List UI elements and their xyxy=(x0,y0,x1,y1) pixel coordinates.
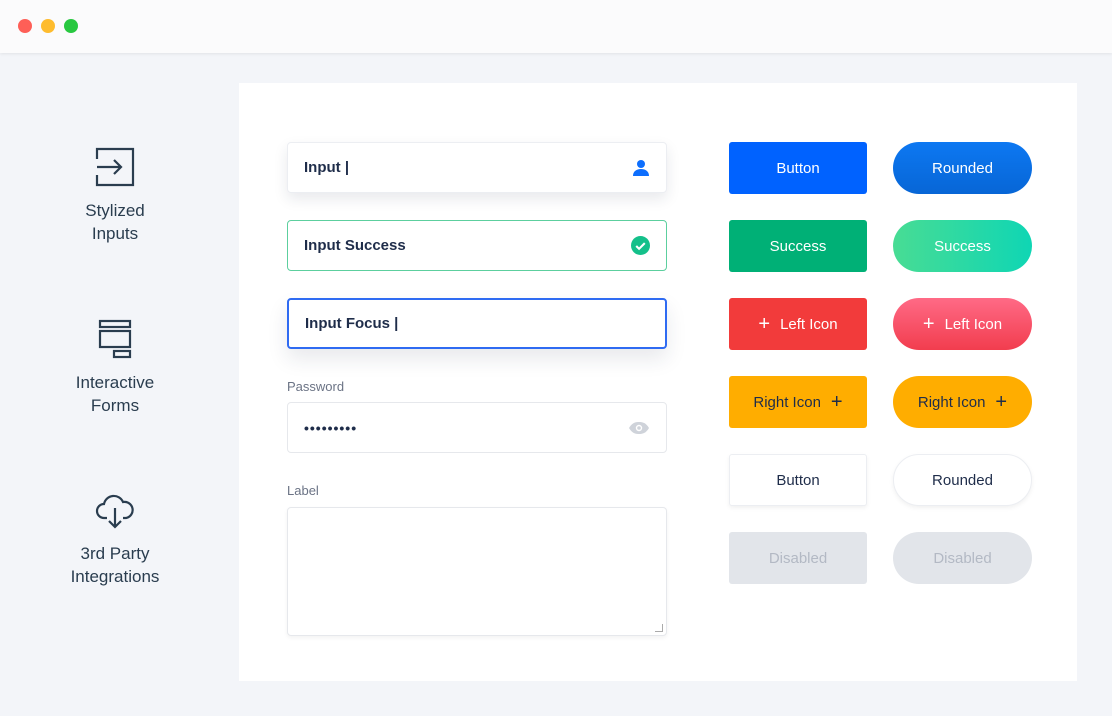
resize-handle-icon[interactable] xyxy=(655,624,663,632)
feature-label: Inputs xyxy=(91,224,139,243)
button-label: Left Icon xyxy=(944,315,1003,333)
input-value: Input Focus | xyxy=(305,315,399,332)
button-label: Right Icon xyxy=(753,393,821,411)
input-value: ••••••••• xyxy=(304,419,358,436)
white-button[interactable]: Button xyxy=(729,454,867,506)
button-label: Success xyxy=(934,237,991,255)
plus-icon: + xyxy=(922,312,935,335)
left-icon-rounded-button[interactable]: + Left Icon xyxy=(893,298,1032,350)
disabled-rounded-button: Disabled xyxy=(893,532,1032,584)
feature-label: Integrations xyxy=(70,567,160,586)
input-value: Input | xyxy=(304,159,350,176)
window-titlebar xyxy=(0,0,1112,53)
input-value: Input Success xyxy=(304,237,406,254)
feature-integrations: 3rd Party Integrations xyxy=(40,494,190,588)
button-label: Right Icon xyxy=(917,393,986,411)
right-icon-rounded-button[interactable]: Right Icon + xyxy=(893,376,1032,428)
check-circle-icon xyxy=(631,236,650,255)
plus-icon: + xyxy=(758,312,771,335)
primary-button[interactable]: Button xyxy=(729,142,867,194)
close-window-button[interactable] xyxy=(18,19,32,33)
right-icon-button[interactable]: Right Icon + xyxy=(729,376,867,428)
primary-rounded-button[interactable]: Rounded xyxy=(893,142,1032,194)
disabled-button: Disabled xyxy=(729,532,867,584)
button-label: Button xyxy=(776,471,820,489)
form-layout-icon xyxy=(98,319,132,359)
button-label: Rounded xyxy=(932,159,993,177)
input-success[interactable]: Input Success xyxy=(287,220,667,271)
button-label: Disabled xyxy=(768,549,828,567)
user-icon xyxy=(633,159,649,176)
minimize-window-button[interactable] xyxy=(41,19,55,33)
left-icon-button[interactable]: + Left Icon xyxy=(729,298,867,350)
success-rounded-button[interactable]: Success xyxy=(893,220,1032,272)
password-input[interactable]: ••••••••• xyxy=(287,402,667,453)
textarea[interactable] xyxy=(287,507,667,636)
eye-icon[interactable] xyxy=(628,421,650,435)
textarea-label: Label xyxy=(287,483,319,498)
success-button[interactable]: Success xyxy=(729,220,867,272)
plus-icon: + xyxy=(830,390,843,413)
feature-label: Stylized xyxy=(85,201,145,220)
feature-label: Forms xyxy=(90,396,140,415)
button-label: Success xyxy=(769,237,827,255)
input-focus[interactable]: Input Focus | xyxy=(287,298,667,349)
button-label: Left Icon xyxy=(780,315,838,333)
button-label: Rounded xyxy=(932,471,993,489)
input-default[interactable]: Input | xyxy=(287,142,667,193)
sign-in-icon xyxy=(95,147,135,187)
feature-stylized-inputs: Stylized Inputs xyxy=(40,147,190,245)
button-label: Button xyxy=(776,159,820,177)
white-rounded-button[interactable]: Rounded xyxy=(893,454,1032,506)
plus-icon: + xyxy=(995,390,1008,413)
feature-label: Interactive xyxy=(75,373,155,392)
cloud-download-icon xyxy=(95,494,134,529)
button-label: Disabled xyxy=(933,549,992,567)
components-panel: Input | Input Success Input Focus | Pass… xyxy=(239,83,1077,681)
feature-interactive-forms: Interactive Forms xyxy=(40,319,190,417)
password-label: Password xyxy=(287,379,345,394)
feature-label: 3rd Party xyxy=(80,544,150,563)
maximize-window-button[interactable] xyxy=(64,19,78,33)
